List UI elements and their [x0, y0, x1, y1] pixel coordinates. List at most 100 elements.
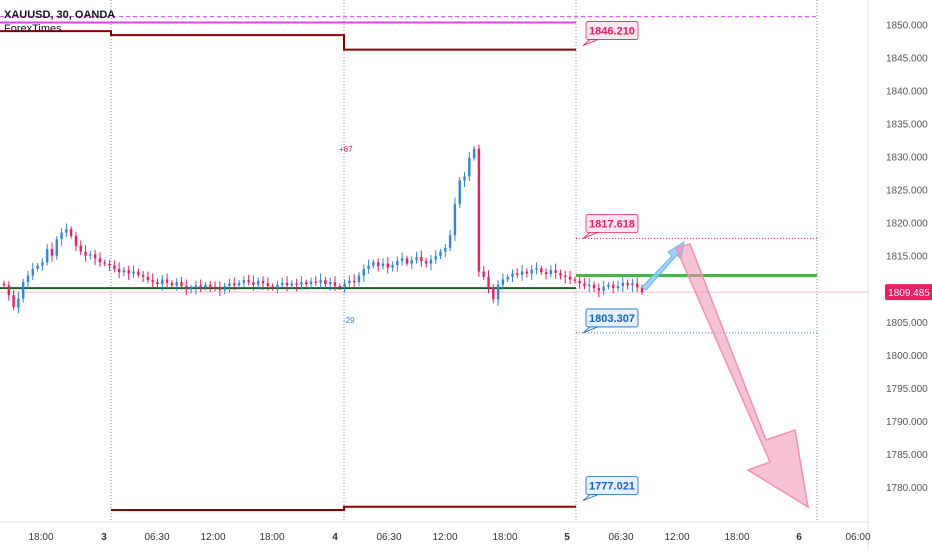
candle-body — [439, 251, 442, 257]
candle — [204, 282, 207, 291]
candle — [621, 276, 625, 293]
candle-body — [108, 263, 111, 266]
candle — [26, 270, 30, 289]
candle — [602, 280, 605, 296]
candle — [45, 243, 49, 266]
candle-body — [309, 281, 313, 285]
candles — [2, 144, 644, 314]
candle — [583, 278, 586, 290]
candle-body — [352, 280, 356, 283]
price-tick-label: 1830.000 — [886, 153, 928, 164]
candle-body — [487, 276, 490, 288]
candle-body — [376, 262, 380, 267]
time-tick-label: 18:00 — [492, 532, 517, 543]
candle — [544, 268, 548, 280]
current-price-badge — [885, 284, 932, 301]
candle — [12, 290, 15, 311]
time-tick-label: 06:30 — [608, 532, 633, 543]
candle-body — [410, 260, 413, 264]
candle-body — [429, 259, 433, 264]
candle-body — [424, 260, 428, 264]
time-tick-label: 18:00 — [259, 532, 284, 543]
candle-body — [640, 287, 644, 293]
candle-body — [252, 282, 255, 285]
resistance-label-tail — [582, 232, 599, 239]
candle-body — [621, 282, 625, 287]
candle — [223, 282, 226, 295]
candle-body — [458, 180, 461, 205]
candle-body — [194, 285, 198, 289]
price-axis: 1850.000 1845.000 1840.000 1835.000 1830.000… — [885, 21, 932, 494]
candle-body — [348, 280, 351, 284]
resistance-label-text: 1817.618 — [589, 218, 635, 230]
candle — [103, 259, 106, 267]
candle-body — [588, 284, 591, 287]
candle — [60, 227, 63, 246]
candle-body — [477, 148, 481, 272]
candle — [41, 258, 44, 271]
price-tick-label: 1815.000 — [886, 252, 928, 263]
candle-body — [482, 271, 485, 277]
candle-body — [228, 283, 231, 287]
candle — [530, 264, 533, 281]
candle-body — [103, 262, 106, 264]
candle-body — [564, 275, 567, 277]
candle — [79, 240, 82, 256]
price-tick-label: 1780.000 — [886, 483, 928, 494]
candle-body — [261, 280, 265, 284]
candle — [328, 277, 332, 291]
candle-body — [175, 282, 178, 286]
candle — [444, 243, 447, 258]
candle-body — [213, 286, 217, 289]
candle — [74, 231, 78, 252]
candle — [180, 276, 183, 290]
candle — [276, 280, 279, 294]
candle — [501, 273, 505, 290]
candle — [69, 226, 73, 239]
candle — [506, 274, 509, 283]
candle — [2, 280, 6, 289]
candle-body — [113, 265, 116, 269]
annotation-minus: -29 — [343, 316, 355, 325]
candle — [141, 270, 145, 283]
candle-body — [511, 273, 514, 277]
candle — [324, 276, 327, 289]
candle-body — [544, 272, 548, 275]
candle — [367, 259, 370, 274]
candle-body — [233, 283, 236, 286]
lower-target-label: 1777.021 — [582, 476, 639, 501]
candle — [352, 274, 356, 289]
candle — [472, 146, 476, 161]
candle — [113, 260, 116, 273]
candle — [453, 197, 457, 242]
candle — [520, 264, 524, 281]
candle-body — [137, 271, 140, 275]
candle-body — [21, 282, 25, 299]
bearish-forecast-arrow — [674, 243, 810, 509]
support-label: 1803.307 — [582, 308, 639, 334]
candle — [161, 274, 164, 291]
candle — [496, 280, 500, 306]
candle — [93, 249, 97, 265]
candle — [333, 276, 337, 291]
candle-body — [343, 283, 346, 288]
candle — [636, 277, 639, 293]
candle — [7, 281, 10, 301]
candle — [405, 255, 409, 267]
candle-body — [156, 282, 159, 285]
candle — [434, 250, 437, 265]
candle — [295, 278, 298, 292]
resistance-label: 1817.618 — [582, 214, 639, 239]
candle — [420, 250, 423, 267]
price-tick-label: 1820.000 — [886, 219, 928, 230]
candle — [482, 266, 485, 281]
candle-body — [7, 285, 10, 296]
candle — [84, 245, 87, 262]
candle-body — [583, 283, 586, 287]
support-label-tail — [582, 326, 599, 334]
candle — [156, 278, 159, 289]
forecast-arrows — [641, 240, 810, 509]
price-tick-label: 1850.000 — [886, 21, 928, 32]
